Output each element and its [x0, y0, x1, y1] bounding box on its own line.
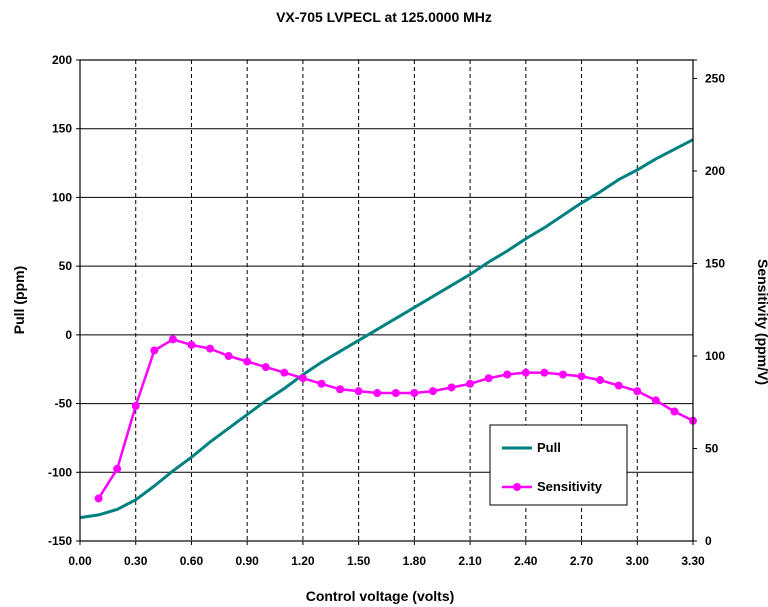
data-point-sensitivity	[243, 357, 252, 366]
data-point-sensitivity	[466, 379, 475, 388]
x-tick-label: 3.00	[626, 554, 650, 568]
x-tick-label: 0.30	[124, 554, 148, 568]
x-axis-label: Control voltage (volts)	[306, 588, 455, 604]
data-point-sensitivity	[391, 389, 400, 397]
y-left-tick-label: 50	[59, 259, 73, 273]
data-point-sensitivity	[261, 363, 270, 372]
y-right-tick-label: 100	[705, 349, 725, 363]
x-tick-label: 0.90	[236, 554, 260, 568]
legend-box	[489, 424, 628, 506]
x-tick-label: 1.20	[291, 554, 315, 568]
data-point-sensitivity	[317, 379, 326, 388]
data-point-sensitivity	[187, 340, 196, 349]
data-point-sensitivity	[131, 401, 140, 410]
y-left-tick-label: -50	[55, 397, 73, 411]
data-point-sensitivity	[168, 335, 177, 344]
data-point-sensitivity	[373, 389, 382, 397]
data-point-sensitivity	[206, 344, 215, 353]
x-tick-label: 0.60	[180, 554, 204, 568]
x-tick-label: 3.30	[681, 554, 705, 568]
data-point-sensitivity	[410, 389, 419, 397]
data-point-sensitivity	[484, 374, 493, 383]
x-tick-label: 1.50	[347, 554, 371, 568]
data-point-sensitivity	[577, 372, 586, 381]
x-tick-label: 0.00	[68, 554, 92, 568]
data-point-sensitivity	[670, 407, 679, 416]
data-point-sensitivity	[354, 387, 363, 396]
data-point-sensitivity	[150, 346, 159, 355]
legend: Pull Sensitivity	[489, 424, 628, 506]
y-axis-label-left: Pull (ppm)	[11, 266, 27, 334]
x-tick-label: 1.80	[403, 554, 427, 568]
y-left-tick-label: -150	[48, 534, 72, 548]
y-left-tick-label: 0	[65, 328, 72, 342]
series-layer	[79, 138, 697, 520]
data-point-sensitivity	[428, 387, 437, 396]
data-point-sensitivity	[633, 387, 642, 396]
data-point-sensitivity	[336, 385, 345, 394]
y-left-tick-label: 150	[52, 122, 72, 136]
y-right-tick-label: 250	[705, 72, 725, 86]
data-point-sensitivity	[558, 370, 567, 379]
y-right-tick-label: 50	[705, 442, 719, 456]
data-point-sensitivity	[596, 376, 605, 385]
plot-frame	[79, 59, 694, 542]
x-tick-label: 2.40	[514, 554, 538, 568]
axes	[76, 59, 697, 545]
data-point-sensitivity	[94, 494, 103, 503]
data-point-sensitivity	[521, 368, 530, 377]
data-point-sensitivity	[651, 396, 660, 405]
legend-label-pull: Pull	[537, 440, 561, 455]
y-left-tick-label: 100	[52, 190, 72, 204]
x-tick-label: 2.70	[570, 554, 594, 568]
data-point-sensitivity	[503, 370, 512, 379]
tick-labels: 200 150 100 50 0 -50 -100 -150 0.00 0.30 0.60 0.90 1…	[48, 53, 725, 568]
data-point-sensitivity	[224, 352, 233, 360]
y-right-tick-label: 0	[705, 534, 712, 548]
y-right-tick-label: 200	[705, 164, 725, 178]
data-point-sensitivity	[298, 374, 307, 383]
data-point-sensitivity	[614, 381, 623, 390]
chart-title: VX-705 LVPECL at 125.0000 MHz	[276, 9, 492, 25]
x-tick-label: 2.10	[458, 554, 482, 568]
data-point-sensitivity	[280, 368, 289, 377]
series-line-pull	[79, 138, 694, 520]
y-axis-label-right: Sensitivity (ppm/V)	[755, 259, 768, 385]
y-right-tick-label: 150	[705, 257, 725, 271]
data-point-sensitivity	[447, 383, 456, 392]
data-point-sensitivity	[113, 464, 122, 473]
legend-label-sensitivity: Sensitivity	[537, 479, 603, 494]
y-left-tick-label: -100	[48, 465, 72, 479]
y-left-tick-label: 200	[52, 53, 72, 67]
legend-marker-sensitivity	[513, 483, 521, 491]
data-point-sensitivity	[540, 368, 549, 377]
